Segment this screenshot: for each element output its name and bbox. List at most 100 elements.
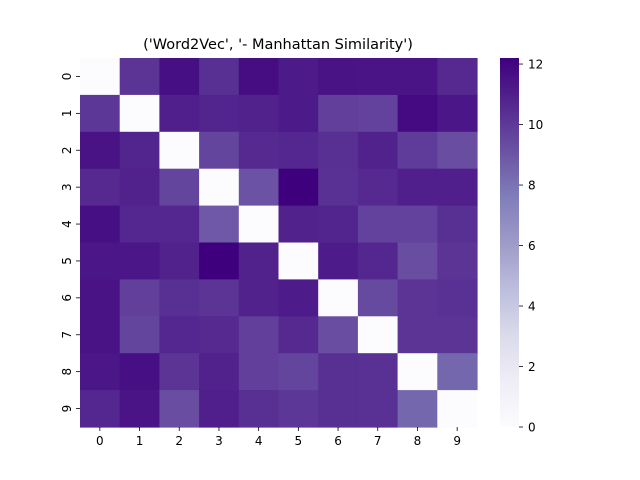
y-tick-label: 3 — [60, 183, 74, 191]
heatmap-cell — [238, 316, 280, 354]
heatmap-cell — [238, 94, 280, 133]
heatmap-cell — [318, 205, 359, 244]
heatmap-cell — [119, 58, 160, 96]
heatmap-cell — [437, 242, 478, 280]
heatmap-cell — [357, 390, 399, 428]
heatmap-cell — [199, 279, 240, 317]
heatmap-cell — [318, 168, 359, 207]
heatmap-cell — [318, 316, 359, 354]
heatmap-cell — [357, 279, 399, 317]
x-tick-label: 9 — [453, 434, 461, 448]
x-tick-label: 5 — [295, 434, 303, 448]
heatmap-cell — [437, 94, 478, 133]
x-axis: 0 1 2 3 4 5 6 7 8 9 — [96, 427, 461, 448]
heatmap-cell — [159, 390, 200, 428]
x-tick-label: 6 — [334, 434, 342, 448]
heatmap-cell — [119, 94, 160, 133]
heatmap-cell — [199, 168, 240, 207]
heatmap-cell — [119, 168, 160, 207]
heatmap-cell — [357, 316, 399, 354]
heatmap-cell — [278, 58, 319, 96]
heatmap-cell — [80, 58, 121, 96]
heatmap-cell — [357, 131, 399, 170]
heatmap-cell — [437, 316, 478, 354]
heatmap-cell — [357, 58, 399, 96]
heatmap-cell — [159, 353, 200, 391]
heatmap-cell — [397, 316, 438, 354]
heatmap-cell — [199, 242, 240, 280]
heatmap-cell — [278, 205, 319, 244]
heatmap-cell — [437, 131, 478, 170]
heatmap-cell — [397, 390, 438, 428]
heatmap-cell — [199, 205, 240, 244]
y-tick-label: 6 — [60, 294, 74, 302]
x-tick-label: 1 — [136, 434, 144, 448]
x-tick-label: 7 — [374, 434, 382, 448]
heatmap-cell — [397, 242, 438, 280]
heatmap-cell — [80, 131, 121, 170]
colorbar-tick-label: 4 — [528, 300, 536, 314]
heatmap-cell — [199, 94, 240, 133]
heatmap-cell — [199, 353, 240, 391]
heatmap-cell — [397, 205, 438, 244]
heatmap-cell — [119, 316, 160, 354]
heatmap-cell — [119, 242, 160, 280]
x-tick-label: 3 — [215, 434, 223, 448]
heatmap-cell — [159, 279, 200, 317]
colorbar-tick-label: 6 — [528, 239, 536, 253]
heatmap-cell — [159, 242, 200, 280]
heatmap-cell — [397, 353, 438, 391]
heatmap-cell — [357, 94, 399, 133]
heatmap-cell — [437, 390, 478, 428]
heatmap-cell — [238, 168, 280, 207]
colorbar-axis: 0 2 4 6 8 10 12 — [519, 58, 543, 435]
heatmap-cell — [80, 242, 121, 280]
colorbar — [500, 58, 519, 427]
y-tick-label: 7 — [60, 331, 74, 339]
heatmap-cell — [318, 131, 359, 170]
heatmap-cell — [397, 94, 438, 133]
heatmap-cell — [318, 242, 359, 280]
colorbar-tick-label: 12 — [528, 58, 543, 72]
heatmap-cell — [238, 390, 280, 428]
heatmap-cell — [278, 94, 319, 133]
heatmap-cell — [318, 94, 359, 133]
heatmap-cell — [80, 279, 121, 317]
heatmap-cell — [397, 168, 438, 207]
heatmap-cell — [238, 131, 280, 170]
heatmap-cell — [437, 58, 478, 96]
heatmap-cell — [238, 242, 280, 280]
heatmap-cell — [238, 58, 280, 96]
heatmap-cell — [357, 168, 399, 207]
heatmap-cell — [159, 58, 200, 96]
heatmap-cell — [80, 353, 121, 391]
y-tick-label: 9 — [60, 405, 74, 413]
heatmap-cell — [278, 279, 319, 317]
heatmap-cell — [357, 242, 399, 280]
heatmap-cell — [397, 131, 438, 170]
heatmap-cell — [397, 279, 438, 317]
heatmap-cell — [437, 168, 478, 207]
heatmap-cell — [199, 58, 240, 96]
colorbar-tick-label: 10 — [528, 118, 543, 132]
y-tick-label: 8 — [60, 368, 74, 376]
heatmap-cell — [199, 131, 240, 170]
y-tick-label: 2 — [60, 146, 74, 154]
heatmap-cell — [357, 205, 399, 244]
heatmap-cell — [119, 205, 160, 244]
heatmap-cell — [80, 168, 121, 207]
heatmap-cell — [437, 205, 478, 244]
heatmap-cell — [80, 316, 121, 354]
x-tick-label: 4 — [255, 434, 263, 448]
x-tick-label: 0 — [96, 434, 104, 448]
heatmap-cell — [318, 390, 359, 428]
x-tick-label: 2 — [175, 434, 183, 448]
colorbar-tick-label: 8 — [528, 179, 536, 193]
heatmap-cell — [199, 316, 240, 354]
heatmap-cell — [397, 58, 438, 96]
heatmap-cell — [437, 279, 478, 317]
chart-title: ('Word2Vec', '- Manhattan Similarity') — [143, 37, 413, 53]
heatmap-cell — [437, 353, 478, 391]
heatmap-cell — [119, 131, 160, 170]
heatmap-cell — [80, 94, 121, 133]
